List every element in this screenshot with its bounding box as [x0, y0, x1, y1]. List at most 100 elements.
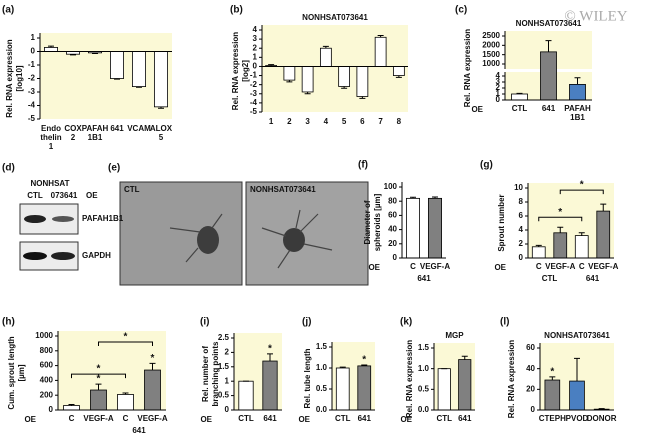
chart-title: NONHSAT073641	[516, 19, 582, 28]
error-bar	[267, 353, 273, 362]
y-tick-label: 80	[388, 196, 397, 205]
error-bar	[304, 91, 311, 95]
bar	[110, 51, 125, 79]
y-axis-label: Sprout number	[497, 194, 506, 251]
y-tick-label: 200	[40, 390, 54, 399]
bracket-star: *	[580, 180, 584, 191]
panel-label: (j)	[302, 317, 311, 328]
y-axis-label: branching points	[211, 341, 220, 406]
x-tick-label: thelin	[40, 133, 61, 142]
y-tick-label: 0	[253, 62, 258, 71]
x-tick-label: 641	[263, 414, 277, 423]
y-tick-label: 0	[31, 47, 36, 56]
panel-label: (d)	[2, 163, 15, 174]
y-tick-label: 20	[388, 239, 397, 248]
error-bar	[114, 78, 120, 80]
y-tick-label: 60	[526, 343, 535, 352]
x-tick-label: 5	[159, 133, 164, 142]
panel-label: (e)	[108, 163, 120, 174]
x-tick-label: 6	[360, 117, 365, 126]
bar	[357, 365, 372, 411]
x-tick-label: 641	[542, 104, 556, 113]
error-bar	[535, 244, 542, 247]
bar	[301, 66, 314, 93]
bar	[131, 51, 146, 87]
y-tick-label: 800	[40, 346, 54, 355]
y-axis-label: [log2]	[241, 60, 250, 82]
error-bar	[598, 408, 605, 410]
error-bar	[268, 64, 275, 66]
error-bar	[70, 54, 76, 56]
y-axis-label: Rel. tube length	[303, 348, 312, 408]
significance-star: *	[151, 353, 155, 364]
bar	[437, 368, 451, 411]
y-axis-label: Cum. sprout length	[7, 336, 16, 409]
panel-label: (i)	[200, 317, 209, 328]
x-tick-label: DONOR	[587, 414, 617, 423]
y-tick-label: 0.5	[418, 384, 430, 393]
y-tick-label: 0	[531, 405, 536, 414]
significance-star: *	[550, 367, 554, 378]
y-tick-label: 40	[388, 225, 397, 234]
error-bar	[286, 80, 293, 83]
x-tick-label: 1	[49, 142, 54, 151]
y-tick-label: 400	[40, 376, 54, 385]
x-tick-label: VEGF-A	[588, 262, 618, 271]
y-axis-label: Rel. RNA expression	[463, 29, 472, 108]
panel-label: (h)	[2, 317, 15, 328]
row-label: OE	[298, 415, 310, 424]
image-label: NONHSAT073641	[250, 185, 316, 194]
y-tick-label: 1	[31, 33, 36, 42]
bar	[531, 246, 546, 259]
plot-background	[40, 33, 172, 119]
y-tick-label: -5	[250, 107, 258, 116]
error-bar	[557, 226, 564, 233]
spheroid	[283, 228, 305, 252]
x-tick-label: VEGF-A	[420, 262, 450, 271]
row-label: OE	[494, 263, 506, 272]
error-bar	[574, 357, 580, 382]
y-tick-label: 6	[519, 211, 524, 220]
y-axis-label: [µm]	[17, 364, 26, 381]
row-label: OE	[368, 263, 380, 272]
y-tick-label: 2.5	[218, 333, 230, 342]
y-tick-label: -2	[250, 80, 258, 89]
y-tick-label: 2500	[482, 31, 500, 40]
bar	[574, 235, 589, 259]
bar	[319, 47, 332, 67]
x-tick-label: 2	[71, 133, 76, 142]
error-bar	[377, 34, 384, 38]
y-tick-label: 1.5	[218, 362, 230, 371]
y-tick-label: 2	[225, 348, 230, 357]
y-tick-label: -2	[28, 74, 36, 83]
sprout	[169, 213, 223, 263]
x-tick-label: 1B1	[570, 113, 585, 122]
image-label: CTL	[124, 185, 140, 194]
y-axis-label: Rel. RNA expression	[231, 32, 240, 111]
x-tick-label: VEGF-A	[83, 414, 113, 423]
y-tick-label: 40	[526, 364, 535, 373]
y-axis-label: [log10]	[15, 65, 24, 92]
x-tick-label: 2	[287, 117, 292, 126]
band	[52, 216, 74, 222]
x-tick-label: CTL	[436, 414, 452, 423]
x-tick-label: VCAM	[127, 124, 151, 133]
error-bar	[516, 92, 523, 94]
x-tick-label: 3	[305, 117, 310, 126]
y-tick-label: 4	[496, 71, 501, 80]
error-bar	[339, 366, 346, 368]
bar	[90, 389, 107, 411]
bar	[117, 394, 134, 411]
y-tick-label: 3	[496, 77, 501, 86]
x-tick-label: C	[123, 414, 129, 423]
row-label: OE	[471, 105, 483, 114]
bar	[511, 93, 528, 101]
bar	[569, 84, 586, 101]
significance-bracket	[98, 341, 153, 346]
x-tick-label: PVOD	[566, 414, 589, 423]
significance-bracket	[538, 216, 583, 222]
lane-label: CTL	[27, 191, 43, 200]
error-bar	[461, 355, 468, 360]
row-label: OE	[400, 415, 412, 424]
